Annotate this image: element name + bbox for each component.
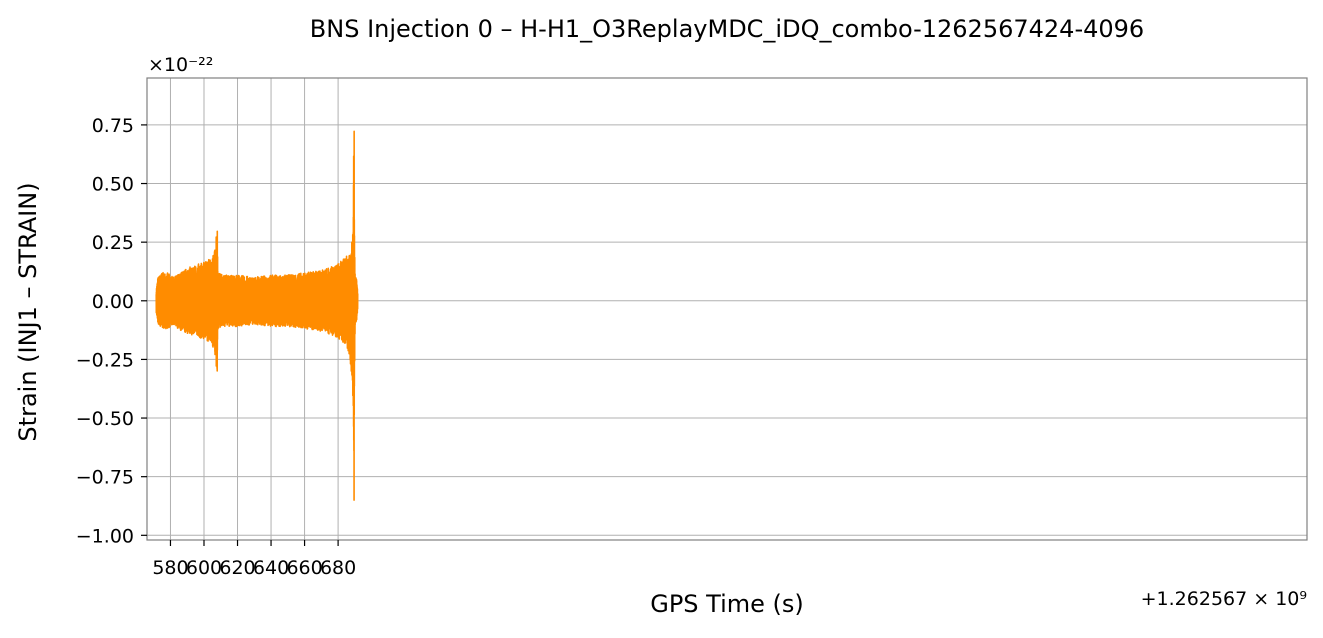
y-tick-label: 0.00: [92, 291, 134, 313]
x-axis-label: GPS Time (s): [650, 590, 804, 618]
y-axis-label: Strain (INJ1 – STRAIN): [14, 182, 42, 441]
y-tick-label: −0.50: [76, 408, 134, 430]
chart-title: BNS Injection 0 – H-H1_O3ReplayMDC_iDQ_c…: [310, 15, 1144, 43]
x-tick-label: 580: [152, 557, 188, 579]
x-tick-label: 640: [253, 557, 289, 579]
x-tick-label: 660: [286, 557, 322, 579]
y-tick-label: 0.25: [92, 232, 134, 254]
y-tick-label: −1.00: [76, 525, 134, 547]
grid-layer: [147, 78, 1307, 540]
y-tick-label: −0.25: [76, 349, 134, 371]
x-offset-label: +1.262567 × 10⁹: [1141, 588, 1307, 610]
y-tick-label: −0.75: [76, 467, 134, 489]
y-tick-label: 0.50: [92, 174, 134, 196]
plot-frame: [146, 77, 1308, 541]
y-scale-label: ×10⁻²²: [148, 54, 213, 76]
y-tick-label: 0.75: [92, 115, 134, 137]
x-tick-label: 620: [219, 557, 255, 579]
strain-series-line: [155, 130, 359, 501]
x-tick-label: 680: [320, 557, 356, 579]
series-layer: [155, 130, 359, 501]
x-tick-label: 600: [186, 557, 222, 579]
